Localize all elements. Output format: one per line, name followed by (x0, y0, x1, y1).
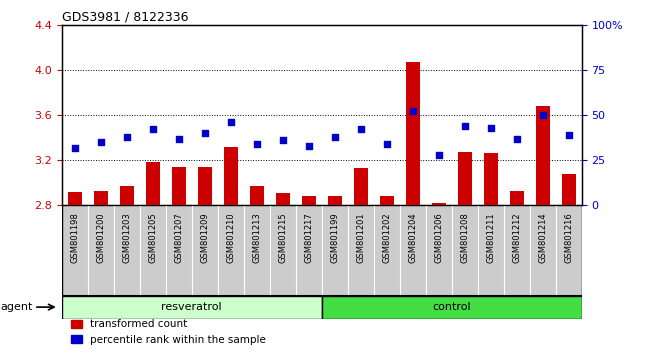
Text: GSM801213: GSM801213 (252, 212, 261, 263)
Bar (510, 191, 524, 205)
Bar (536, 106, 550, 205)
Point (304, 143, 314, 149)
Text: GSM801207: GSM801207 (174, 212, 183, 263)
Bar (68, 192, 82, 205)
Text: GDS3981 / 8122336: GDS3981 / 8122336 (62, 11, 188, 24)
Bar (302, 196, 316, 205)
Bar (380, 196, 394, 205)
Bar (198, 167, 212, 205)
Point (330, 134, 340, 139)
Bar (120, 186, 134, 205)
Point (70, 145, 80, 150)
Text: GSM801212: GSM801212 (512, 212, 521, 263)
Text: GSM801210: GSM801210 (226, 212, 235, 263)
Point (564, 132, 574, 138)
Bar (224, 147, 238, 205)
Bar (432, 203, 446, 205)
Text: GSM801208: GSM801208 (460, 212, 469, 263)
Point (96, 139, 106, 145)
Bar (406, 62, 420, 205)
Point (148, 127, 158, 132)
Bar (276, 193, 290, 205)
Point (460, 123, 470, 129)
Text: GSM801214: GSM801214 (538, 212, 547, 263)
Text: GSM801205: GSM801205 (148, 212, 157, 263)
Bar (172, 167, 186, 205)
Point (174, 136, 184, 141)
Bar (484, 153, 498, 205)
Point (278, 137, 288, 143)
Bar (562, 174, 576, 205)
Point (408, 109, 418, 114)
Text: GSM801199: GSM801199 (330, 212, 339, 263)
Text: agent: agent (1, 302, 33, 312)
Text: GSM801206: GSM801206 (434, 212, 443, 263)
Bar (458, 152, 472, 205)
Text: GSM801209: GSM801209 (200, 212, 209, 263)
Text: GSM801211: GSM801211 (486, 212, 495, 263)
Point (486, 125, 496, 131)
Point (512, 136, 522, 141)
Text: GSM801203: GSM801203 (122, 212, 131, 263)
Bar (322, 296, 582, 319)
Bar (94, 191, 108, 205)
Point (226, 119, 236, 125)
Text: GSM801201: GSM801201 (356, 212, 365, 263)
Point (200, 130, 210, 136)
Point (252, 141, 262, 147)
Bar (250, 186, 264, 205)
Point (356, 127, 366, 132)
Point (122, 134, 132, 139)
Text: GSM801217: GSM801217 (304, 212, 313, 263)
Text: GSM801216: GSM801216 (564, 212, 573, 263)
Legend: transformed count, percentile rank within the sample: transformed count, percentile rank withi… (67, 315, 270, 349)
Text: control: control (432, 302, 471, 312)
Text: GSM801200: GSM801200 (96, 212, 105, 263)
Text: GSM801215: GSM801215 (278, 212, 287, 263)
Point (538, 112, 548, 118)
Bar (146, 162, 160, 205)
Bar (354, 168, 368, 205)
Text: GSM801198: GSM801198 (70, 212, 79, 263)
Point (382, 141, 392, 147)
Bar (62, 296, 322, 319)
Text: resveratrol: resveratrol (161, 302, 222, 312)
Text: GSM801204: GSM801204 (408, 212, 417, 263)
Point (434, 152, 444, 158)
Text: GSM801202: GSM801202 (382, 212, 391, 263)
Bar (328, 196, 342, 205)
